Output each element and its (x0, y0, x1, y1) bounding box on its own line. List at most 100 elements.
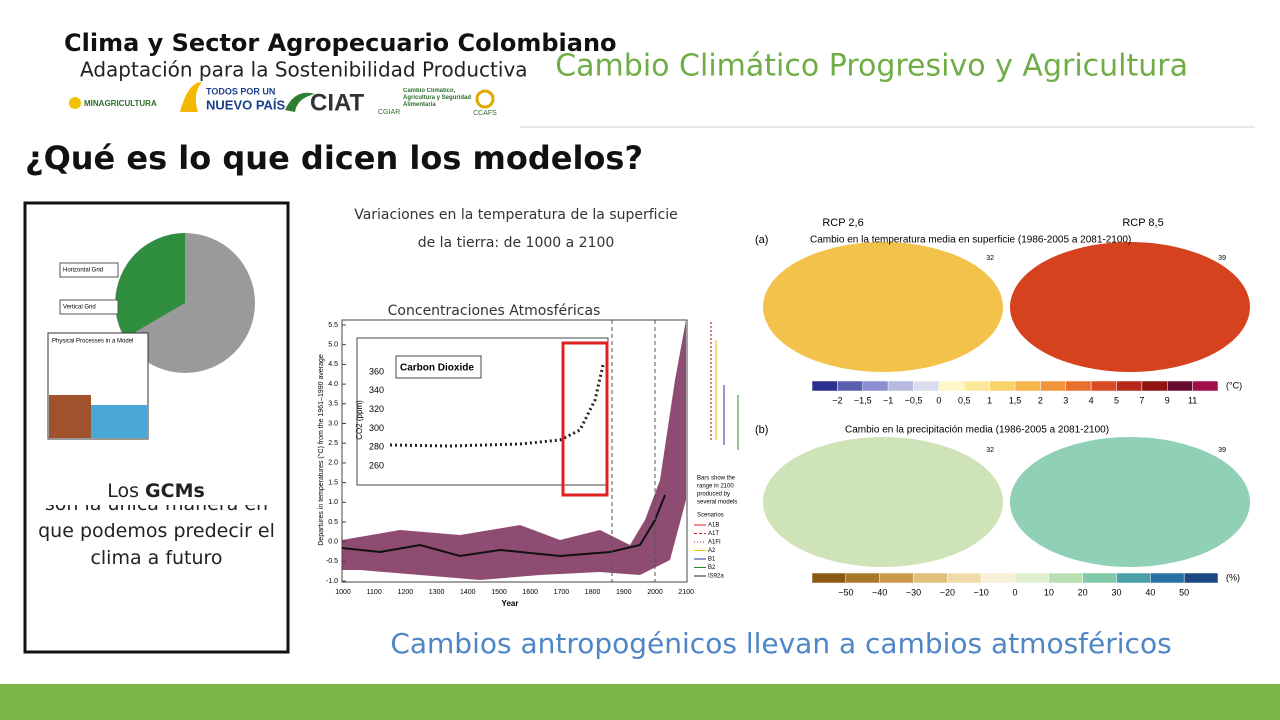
map-label: 40 (1145, 587, 1155, 597)
map-label: RCP 2,6 (822, 217, 863, 229)
colorbar-cell (1040, 380, 1066, 392)
colorbar-cell (947, 572, 982, 584)
colorbar-cell (811, 572, 847, 584)
colorbar-cell (845, 572, 880, 584)
y-tick-label: 1.5 (328, 479, 338, 486)
map-label: −0,5 (905, 395, 923, 405)
colorbar-cell (1116, 572, 1151, 584)
logo-text-box: Cambio Climático, Agricultura y Segurida… (403, 88, 472, 108)
y-tick-label: -1.0 (326, 578, 338, 585)
caption: Variaciones en la temperatura de la supe… (354, 207, 678, 223)
text-bold: GCMs (145, 480, 205, 502)
logo-text: MINAGRICULTURA (84, 99, 157, 108)
diagram-label: Vertical Grid (63, 305, 96, 311)
y-tick-label: 5.5 (328, 322, 338, 329)
map-globe (763, 437, 1003, 567)
colorbar-cell (1014, 572, 1050, 584)
map-globe (1010, 242, 1250, 372)
map-label: Cambio en la temperatura media en superf… (810, 235, 1131, 246)
map-label: 4 (1089, 395, 1094, 405)
caption-main: Cambios antropogénicos llevan a cambios … (390, 627, 1171, 660)
legend-label: A2 (708, 548, 716, 554)
map-label: 30 (1111, 587, 1121, 597)
colorbar-cell (938, 380, 965, 392)
inset-tick-label: 320 (369, 404, 384, 414)
x-axis-label: Year (502, 599, 519, 608)
x-tick-label: 1100 (367, 589, 382, 596)
colorbar-cell (837, 380, 863, 392)
note: produced by (697, 492, 730, 498)
y-tick-label: 2.0 (328, 460, 338, 467)
colorbar-cell (887, 380, 914, 392)
y-tick-label: 0.0 (328, 539, 338, 546)
colorbar-cell (913, 572, 948, 584)
inset-y-label: CO2 (ppm) (355, 400, 364, 440)
diagram-label: Horizontal Grid (63, 268, 103, 274)
y-tick-label: -0.5 (326, 558, 338, 565)
colorbar-cell (1116, 380, 1143, 392)
map-label: 0 (936, 395, 941, 405)
logo-text: Cambio Climático, Agricultura y Segurida… (403, 88, 472, 108)
x-tick-label: 1000 (335, 589, 351, 596)
diagram-label: Physical Processes in a Model (52, 339, 133, 345)
x-tick-label: 2100 (678, 589, 694, 596)
x-tick-label: 1900 (616, 589, 632, 596)
logo-subtitle: Adaptación para la Sostenibilidad Produc… (80, 58, 528, 82)
colorbar-cell (1183, 572, 1219, 584)
colorbar-cell (1167, 380, 1193, 392)
logo-text: TODOS POR UN (206, 86, 275, 96)
logo-text: NUEVO PAÍS (206, 97, 286, 112)
map-label: −50 (838, 587, 853, 597)
map-label: (%) (1226, 572, 1240, 582)
map-label: 0,5 (958, 395, 971, 405)
inset-title: Carbon Dioxide (400, 363, 474, 374)
legend-label: A1FI (708, 540, 721, 546)
x-tick-label: 1600 (522, 589, 538, 596)
map-label: 39 (1218, 447, 1226, 454)
inset-tick-label: 280 (369, 442, 384, 452)
logo-icon (180, 82, 202, 112)
legend-label: B2 (708, 565, 716, 571)
map-label: 1 (987, 395, 992, 405)
body-text-cont: son la única manera en que podemos prede… (38, 505, 275, 569)
inset-tick-label: 340 (369, 385, 384, 395)
inset-frame (356, 337, 609, 486)
text-part: Los (107, 480, 145, 502)
x-tick-label: 1400 (460, 589, 476, 596)
y-tick-label: 1.0 (328, 499, 338, 506)
uncertainty-band (342, 320, 686, 580)
legend-label: A1B (708, 523, 719, 529)
x-tick-label: 1200 (398, 589, 414, 596)
logo-icon (475, 89, 495, 109)
map-label: (a) (755, 234, 768, 246)
colorbar-cell (1014, 380, 1041, 392)
inset-tick-label: 260 (369, 460, 384, 470)
y-tick-label: 5.0 (328, 342, 338, 349)
caption: Concentraciones Atmosféricas (388, 303, 601, 319)
map-label: 1,5 (1009, 395, 1022, 405)
colorbar-cell (862, 380, 889, 392)
logo-text: CGIAR (378, 109, 400, 116)
colorbar-cell (1141, 380, 1168, 392)
logo-icon (285, 92, 315, 112)
colorbar-cell (1090, 380, 1117, 392)
map-label: −40 (872, 587, 887, 597)
y-tick-label: 3.5 (328, 401, 338, 408)
map-label: −1,5 (854, 395, 872, 405)
body-text: Los GCMs (107, 480, 205, 502)
colorbar-cell (1048, 572, 1083, 584)
x-tick-label: 2000 (647, 589, 663, 596)
map-label: 32 (986, 447, 994, 454)
colorbar-cell (811, 380, 838, 392)
note: Bars show the (697, 476, 736, 482)
note: range in 2100 (697, 484, 734, 490)
y-tick-label: 4.5 (328, 361, 338, 368)
colorbar-cell (879, 572, 914, 584)
map-label: (b) (755, 424, 768, 436)
inset-tick-label: 300 (369, 423, 384, 433)
map-label: 3 (1063, 395, 1068, 405)
y-tick-label: 4.0 (328, 381, 338, 388)
legend-label: A1T (708, 531, 719, 537)
temperature-figure: Carbon Dioxide 5.5 5.0 4.5 4.0 3.5 3.0 2.5 2.0 1… (317, 319, 739, 608)
